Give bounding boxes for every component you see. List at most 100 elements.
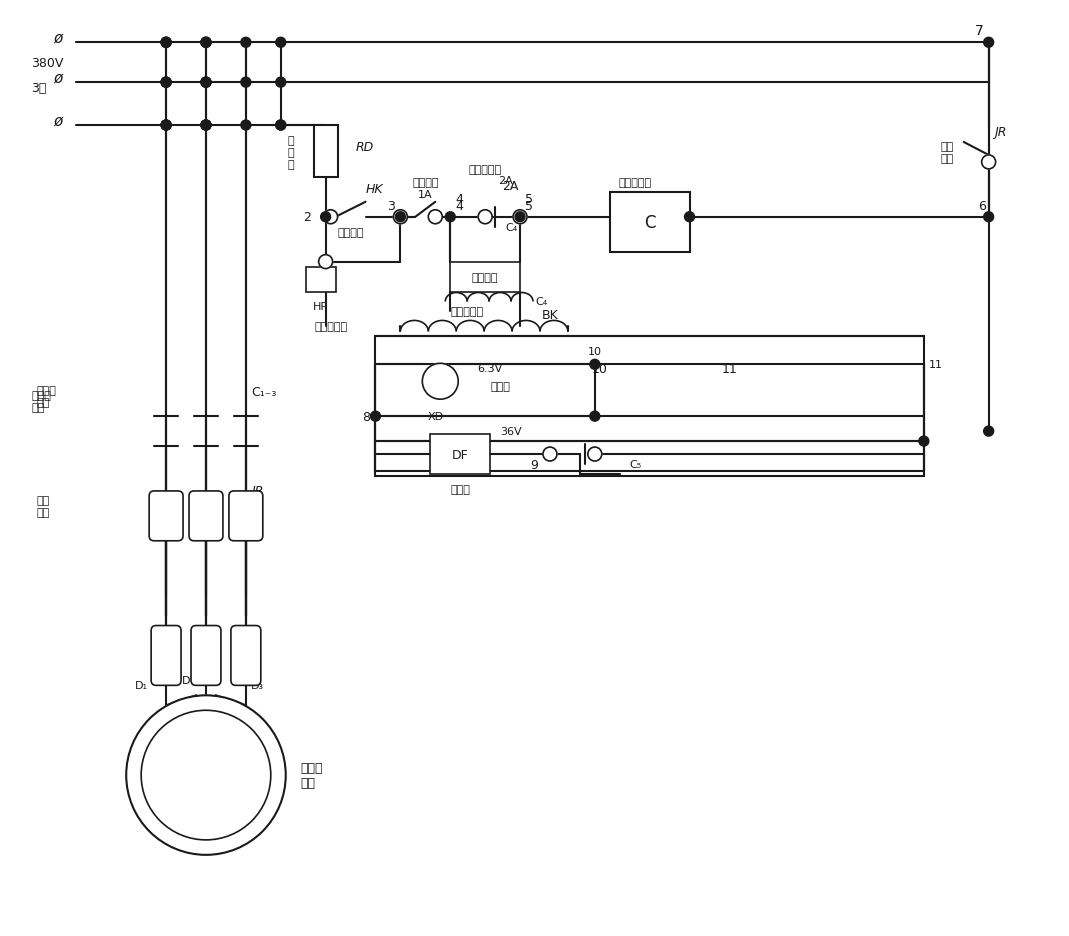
Bar bbox=[306, 268, 336, 292]
Text: 6: 6 bbox=[978, 199, 986, 212]
Circle shape bbox=[319, 256, 332, 270]
FancyBboxPatch shape bbox=[150, 491, 183, 541]
FancyBboxPatch shape bbox=[151, 626, 181, 685]
Text: 8: 8 bbox=[362, 410, 371, 423]
Circle shape bbox=[201, 38, 211, 48]
Text: 36V: 36V bbox=[500, 427, 522, 436]
Circle shape bbox=[983, 427, 993, 436]
Text: 10: 10 bbox=[592, 362, 608, 375]
Text: HP: HP bbox=[313, 302, 328, 313]
Text: 交流接
触器: 交流接 触器 bbox=[36, 386, 57, 407]
Circle shape bbox=[161, 121, 171, 131]
Text: 2A: 2A bbox=[501, 180, 518, 193]
Text: 380V: 380V bbox=[31, 57, 64, 69]
Circle shape bbox=[321, 212, 330, 223]
Circle shape bbox=[276, 78, 285, 88]
Text: C₅: C₅ bbox=[630, 460, 641, 470]
Circle shape bbox=[201, 121, 211, 131]
Text: XD: XD bbox=[428, 412, 444, 422]
Circle shape bbox=[919, 436, 929, 446]
Text: 热继
电器: 热继 电器 bbox=[36, 495, 50, 517]
Circle shape bbox=[429, 211, 443, 225]
FancyBboxPatch shape bbox=[229, 491, 263, 541]
Text: 按钮开关: 按钮开关 bbox=[471, 272, 498, 283]
Circle shape bbox=[590, 412, 600, 422]
Circle shape bbox=[161, 121, 171, 131]
Circle shape bbox=[201, 78, 211, 88]
Circle shape bbox=[983, 212, 993, 223]
Text: ø: ø bbox=[53, 31, 63, 46]
Text: 6.3V: 6.3V bbox=[478, 364, 502, 373]
Circle shape bbox=[513, 211, 527, 225]
Text: 11: 11 bbox=[722, 362, 738, 375]
Circle shape bbox=[393, 211, 407, 225]
Text: 2A: 2A bbox=[498, 176, 512, 185]
Text: D: D bbox=[199, 752, 213, 769]
Text: 电源变压器: 电源变压器 bbox=[468, 165, 501, 175]
Text: C₁₋₃: C₁₋₃ bbox=[251, 386, 276, 399]
Circle shape bbox=[981, 155, 995, 169]
Circle shape bbox=[422, 364, 459, 400]
Text: 交流接
触器: 交流接 触器 bbox=[31, 391, 51, 413]
Text: 热继
电器: 热继 电器 bbox=[941, 142, 954, 164]
Text: D₁: D₁ bbox=[135, 680, 149, 691]
Circle shape bbox=[515, 212, 525, 223]
Text: D₃: D₃ bbox=[251, 680, 264, 691]
Circle shape bbox=[446, 212, 455, 223]
Circle shape bbox=[588, 447, 602, 461]
Bar bbox=[431, 434, 490, 475]
Text: C₄: C₄ bbox=[505, 223, 517, 232]
Text: 3～: 3～ bbox=[31, 81, 47, 95]
Text: 1A: 1A bbox=[418, 190, 433, 199]
Circle shape bbox=[201, 78, 211, 88]
Text: ø: ø bbox=[53, 113, 63, 128]
Circle shape bbox=[371, 412, 381, 422]
Text: 4: 4 bbox=[455, 193, 463, 206]
Text: 交流接触器: 交流接触器 bbox=[618, 178, 651, 187]
Text: 信号灯: 信号灯 bbox=[490, 382, 510, 392]
Text: 11: 11 bbox=[929, 360, 943, 370]
Text: 4: 4 bbox=[455, 199, 463, 212]
Text: JR: JR bbox=[993, 126, 1006, 139]
Text: 电磁阀: 电磁阀 bbox=[450, 485, 470, 494]
Bar bbox=[313, 125, 338, 178]
Circle shape bbox=[161, 38, 171, 48]
Circle shape bbox=[161, 78, 171, 88]
Text: C: C bbox=[644, 213, 655, 231]
Circle shape bbox=[161, 121, 171, 131]
Circle shape bbox=[684, 212, 695, 223]
Text: 3～: 3～ bbox=[198, 788, 215, 802]
Text: 压缩机
电机: 压缩机 电机 bbox=[300, 761, 323, 789]
Text: 5: 5 bbox=[525, 199, 533, 212]
Text: 7: 7 bbox=[975, 24, 983, 38]
Circle shape bbox=[126, 695, 285, 855]
Circle shape bbox=[201, 38, 211, 48]
Circle shape bbox=[983, 38, 993, 48]
Text: 压力继电器: 压力继电器 bbox=[314, 322, 347, 332]
Text: 9: 9 bbox=[530, 458, 538, 471]
FancyBboxPatch shape bbox=[191, 626, 221, 685]
Text: 2: 2 bbox=[303, 211, 311, 224]
Circle shape bbox=[161, 38, 171, 48]
Bar bbox=[609, 193, 690, 253]
Text: 熔
断
器: 熔 断 器 bbox=[288, 137, 294, 169]
Text: 钮子开关: 钮子开关 bbox=[338, 227, 363, 238]
Text: 电源变压器: 电源变压器 bbox=[450, 307, 483, 317]
Circle shape bbox=[161, 78, 171, 88]
Text: RD: RD bbox=[356, 141, 374, 154]
Circle shape bbox=[241, 38, 251, 48]
Circle shape bbox=[161, 78, 171, 88]
Text: 3: 3 bbox=[388, 199, 396, 212]
Circle shape bbox=[201, 38, 211, 48]
Text: 5: 5 bbox=[525, 193, 533, 206]
Circle shape bbox=[590, 360, 600, 370]
Text: DF: DF bbox=[452, 448, 468, 461]
Circle shape bbox=[161, 38, 171, 48]
Circle shape bbox=[276, 38, 285, 48]
Text: D'₂: D'₂ bbox=[182, 676, 198, 686]
Bar bbox=[375, 337, 924, 476]
Circle shape bbox=[276, 121, 285, 131]
Text: 按钮开关: 按钮开关 bbox=[412, 178, 438, 187]
Circle shape bbox=[543, 447, 557, 461]
Text: 10: 10 bbox=[588, 347, 602, 357]
